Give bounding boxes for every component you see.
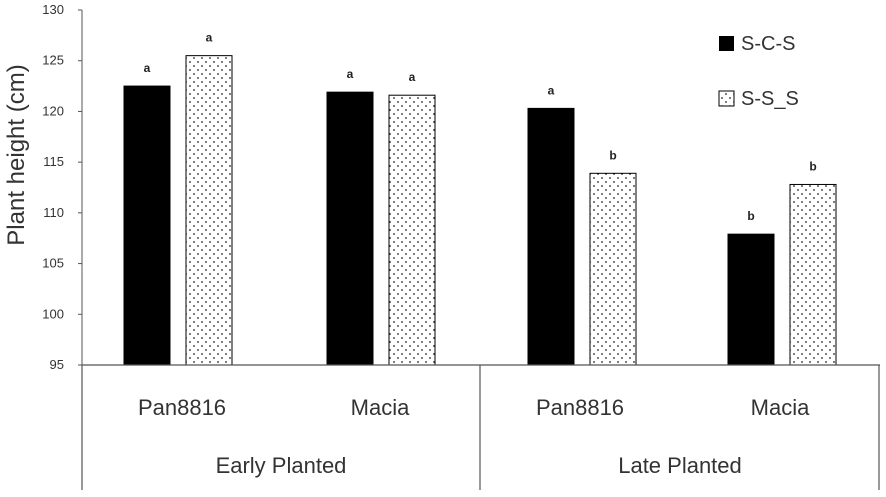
legend-swatch-sss	[718, 90, 735, 107]
bar-s-c-s-0	[123, 85, 171, 366]
legend-label-sss: S-S_S	[741, 88, 799, 110]
significance-label: a	[409, 70, 416, 84]
bar-s-s-s-0	[185, 55, 233, 366]
bar-s-s-s-3	[789, 183, 837, 366]
significance-label: b	[609, 148, 616, 162]
group-label: Late Planted	[618, 453, 742, 478]
significance-label: a	[548, 83, 555, 97]
significance-label: a	[206, 31, 213, 45]
y-tick-label: 120	[42, 103, 64, 118]
category-label: Macia	[751, 395, 810, 420]
significance-label: a	[347, 67, 354, 81]
bar-s-s-s-1	[388, 94, 436, 366]
significance-label: b	[747, 209, 754, 223]
bar-s-c-s-1	[326, 91, 374, 366]
y-tick-label: 100	[42, 306, 64, 321]
category-label: Pan8816	[536, 395, 624, 420]
y-tick-label: 115	[43, 154, 64, 169]
legend-label-scs: S-C-S	[741, 33, 795, 55]
y-tick-label: 130	[42, 2, 64, 17]
y-tick-label: 105	[42, 256, 64, 271]
significance-label: b	[809, 159, 816, 173]
significance-labels: a a a b a a b b	[144, 31, 817, 224]
y-tick-label: 125	[42, 53, 64, 68]
y-axis-title: Plant height (cm)	[3, 64, 30, 245]
y-axis-ticks: 95 100 105 110 115 120 125 130	[42, 2, 82, 372]
y-tick-label: 95	[50, 357, 64, 372]
group-label: Early Planted	[216, 453, 347, 478]
bar-s-c-s-2	[527, 107, 575, 366]
bar-s-c-s-3	[727, 233, 775, 366]
group-labels: Early Planted Late Planted	[216, 453, 742, 478]
bar-s-s-s-2	[589, 172, 637, 366]
category-label: Macia	[351, 395, 410, 420]
legend-swatch-scs	[719, 36, 734, 51]
significance-label: a	[144, 61, 151, 75]
bars	[123, 55, 837, 366]
legend: S-C-S S-S_S	[718, 33, 799, 110]
y-tick-label: 110	[43, 205, 64, 220]
category-label: Pan8816	[138, 395, 226, 420]
category-labels: Pan8816 Macia Pan8816 Macia	[138, 395, 810, 420]
